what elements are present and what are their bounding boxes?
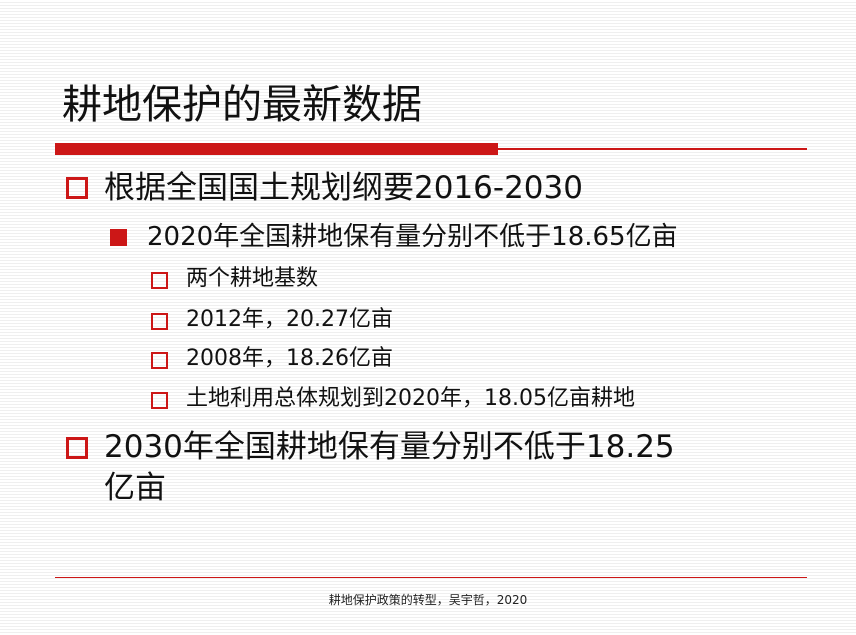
bullet-text: 土地利用总体规划到2020年，18.05亿亩耕地 (186, 386, 635, 411)
hollow-square-bullet-icon (151, 313, 168, 330)
hollow-square-bullet-icon (66, 437, 88, 459)
bullet-text: 根据全国国土规划纲要2016-2030 (104, 170, 583, 206)
hollow-square-bullet-icon (151, 272, 168, 289)
bullet-text: 两个耕地基数 (186, 266, 319, 291)
bullet-text: 2012年，20.27亿亩 (186, 307, 393, 332)
hollow-square-bullet-icon (66, 177, 88, 199)
footer-divider (55, 577, 807, 578)
hollow-square-bullet-icon (151, 392, 168, 409)
bullet-text-line-1: 2030年全国耕地保有量分别不低于18.25 (104, 429, 675, 465)
bullet-text: 2020年全国耕地保有量分别不低于18.65亿亩 (147, 222, 678, 252)
hollow-square-bullet-icon (151, 352, 168, 369)
bullet-text: 2008年，18.26亿亩 (186, 346, 393, 371)
filled-square-bullet-icon (110, 229, 127, 246)
title-underline (55, 143, 807, 155)
bullet-text-line-2: 亿亩 (104, 470, 166, 506)
title-underline-thick (55, 143, 498, 155)
footer-text: 耕地保护政策的转型，吴宇哲，2020 (328, 593, 528, 607)
slide-title: 耕地保护的最新数据 (62, 82, 422, 128)
